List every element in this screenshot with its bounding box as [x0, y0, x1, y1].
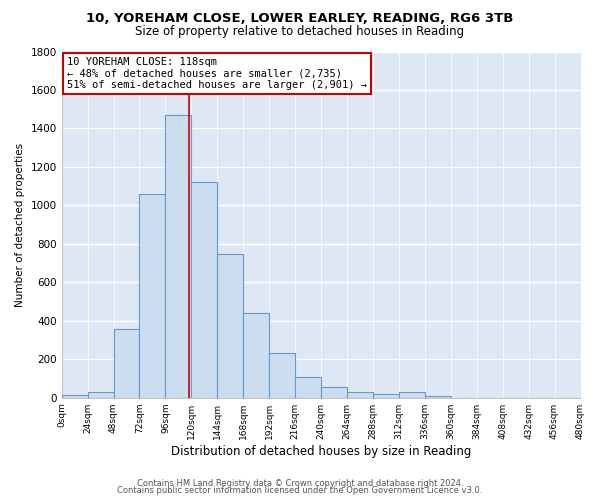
Bar — [269, 354, 295, 398]
Text: Contains public sector information licensed under the Open Government Licence v3: Contains public sector information licen… — [118, 486, 482, 495]
Bar — [217, 254, 243, 398]
Bar — [88, 392, 113, 398]
Bar — [321, 387, 347, 398]
Bar — [166, 115, 191, 398]
Bar — [425, 396, 451, 398]
Y-axis label: Number of detached properties: Number of detached properties — [15, 142, 25, 306]
Text: Contains HM Land Registry data © Crown copyright and database right 2024.: Contains HM Land Registry data © Crown c… — [137, 478, 463, 488]
Bar — [139, 194, 166, 398]
Bar — [191, 182, 217, 398]
Bar — [243, 313, 269, 398]
X-axis label: Distribution of detached houses by size in Reading: Distribution of detached houses by size … — [171, 444, 471, 458]
Bar — [295, 376, 321, 398]
Text: Size of property relative to detached houses in Reading: Size of property relative to detached ho… — [136, 25, 464, 38]
Bar — [113, 330, 139, 398]
Bar — [62, 395, 88, 398]
Text: 10, YOREHAM CLOSE, LOWER EARLEY, READING, RG6 3TB: 10, YOREHAM CLOSE, LOWER EARLEY, READING… — [86, 12, 514, 26]
Bar — [373, 394, 399, 398]
Text: 10 YOREHAM CLOSE: 118sqm
← 48% of detached houses are smaller (2,735)
51% of sem: 10 YOREHAM CLOSE: 118sqm ← 48% of detach… — [67, 56, 367, 90]
Bar — [347, 392, 373, 398]
Bar — [399, 392, 425, 398]
